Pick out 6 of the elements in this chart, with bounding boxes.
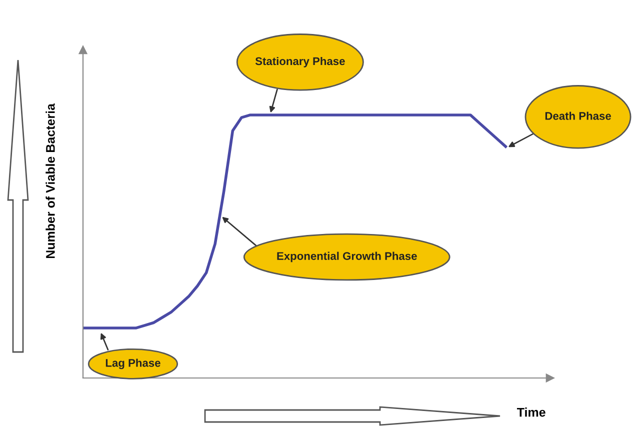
annotation: Lag Phase: [106, 358, 160, 370]
y-axis-title: Number of Viable Bacteria: [46, 103, 55, 258]
text: Stationary Phase: [255, 56, 345, 68]
annotation: Exponential Growth Phase: [277, 252, 417, 262]
text: Death Phase: [545, 112, 611, 120]
x-axis-title: Time: [516, 408, 546, 417]
